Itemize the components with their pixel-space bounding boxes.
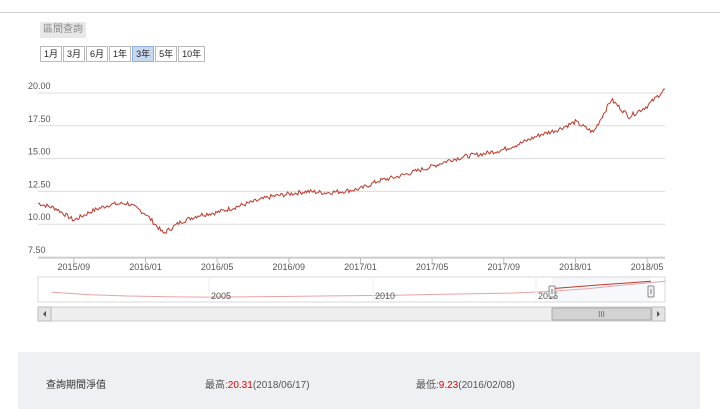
range-button-5[interactable]: 5年	[155, 46, 178, 62]
range-button-4[interactable]: 3年	[132, 46, 155, 62]
scrollbar-thumb[interactable]	[551, 307, 652, 321]
y-tick-label: 15.00	[28, 147, 51, 157]
low-value: 9.23	[438, 380, 459, 391]
navigator-tick-label: 2015	[538, 291, 558, 301]
y-tick-label: 7.50	[28, 245, 46, 255]
range-button-2[interactable]: 6月	[86, 46, 109, 62]
arrow-right-icon	[657, 311, 660, 317]
arrow-left-icon	[43, 311, 46, 317]
summary-low: 最低:9.23(2016/02/08)	[416, 376, 515, 391]
y-tick-label: 17.50	[28, 114, 51, 124]
x-tick-label: 2016/09	[273, 262, 306, 272]
x-tick-label: 2018/01	[559, 262, 592, 272]
scrollbar-grip: III	[598, 310, 605, 319]
x-tick-label: 2016/05	[201, 262, 234, 272]
range-button-0[interactable]: 1月	[40, 46, 63, 62]
summary-high: 最高:20.31(2018/06/17)	[205, 376, 310, 391]
navigator-tick-label: 2005	[211, 291, 231, 301]
range-button-6[interactable]: 10年	[178, 46, 206, 62]
navigator-selection	[552, 277, 651, 302]
x-tick-label: 2017/05	[416, 262, 449, 272]
top-divider	[0, 12, 720, 13]
nav-series-line	[38, 88, 665, 235]
navigator-frame	[37, 276, 666, 303]
x-tick-label: 2016/01	[129, 262, 162, 272]
x-tick-label: 2018/05	[631, 262, 664, 272]
x-tick-label: 2015/09	[58, 262, 91, 272]
high-date: (2018/06/17)	[252, 380, 310, 391]
x-tick-label: 2017/09	[487, 262, 520, 272]
navigator-series	[51, 280, 666, 298]
navigator-selected-series	[551, 280, 652, 290]
y-tick-label: 12.50	[28, 179, 51, 189]
y-tick-label: 20.00	[28, 81, 51, 91]
nav-chart: 20.00 17.50 15.00 12.50 10.00 7.50 2015/09 2016…	[28, 81, 666, 322]
high-prefix: 最高:	[205, 380, 228, 391]
navigator-tick-label: 2010	[375, 291, 395, 301]
section-title: 區間查詢	[40, 22, 86, 38]
y-tick-label: 10.00	[28, 212, 51, 222]
range-button-3[interactable]: 1年	[109, 46, 132, 62]
x-tick-label: 2017/01	[344, 262, 377, 272]
high-value: 20.31	[227, 380, 253, 391]
summary-panel: 查詢期間淨值 最高:20.31(2018/06/17) 最低:9.23(2016…	[18, 352, 700, 409]
range-selector: 1月 3月 6月 1年 3年 5年 10年	[40, 46, 206, 62]
range-button-1[interactable]: 3月	[63, 46, 86, 62]
summary-label: 查詢期間淨值	[46, 380, 106, 391]
low-prefix: 最低:	[416, 380, 439, 391]
low-date: (2016/02/08)	[458, 380, 515, 391]
